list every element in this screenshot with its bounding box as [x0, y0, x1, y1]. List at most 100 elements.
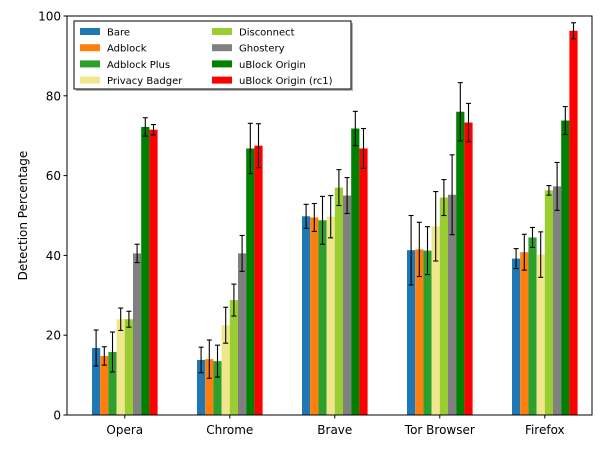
error-bar — [571, 22, 576, 40]
bar-adblock-plus-firefox — [528, 237, 537, 415]
error-bar — [101, 346, 107, 366]
error-bar — [538, 231, 544, 278]
bar-disconnect-opera — [124, 319, 133, 415]
legend-item: Bare — [80, 28, 130, 39]
y-tick-label: 40 — [46, 249, 61, 263]
legend-item: Ghostery — [212, 44, 285, 55]
bar-disconnect-tor-browser — [439, 197, 448, 415]
bar-privacy-badger-chrome — [221, 325, 230, 415]
bar-ghostery-tor-browser — [448, 194, 457, 415]
bar-bare-firefox — [512, 258, 521, 415]
error-bar — [344, 177, 350, 215]
error-bar — [466, 102, 471, 143]
legend-label: uBlock Origin — [239, 60, 306, 71]
error-bar — [328, 195, 334, 239]
y-tick-label: 80 — [46, 89, 61, 103]
error-bar — [206, 339, 212, 379]
legend-swatch — [80, 60, 100, 68]
bar-adblock-opera — [100, 355, 109, 415]
bar-ublock-origin-rc1--brave — [359, 148, 368, 415]
x-tick-label-chrome: Chrome — [206, 423, 253, 437]
bar-adblock-plus-opera — [108, 351, 117, 415]
legend-swatch — [212, 76, 232, 84]
error-bar — [521, 233, 527, 271]
error-bar — [256, 123, 261, 169]
error-bar — [320, 195, 325, 245]
y-axis-label: Detection Percentage — [16, 151, 30, 281]
bars-group — [92, 30, 578, 416]
error-bar — [93, 329, 99, 367]
y-tick-label: 60 — [46, 169, 61, 183]
bar-adblock-brave — [310, 217, 319, 415]
error-bar — [530, 226, 535, 248]
bar-privacy-badger-firefox — [536, 254, 545, 415]
x-tick-label-brave: Brave — [317, 423, 352, 437]
bar-adblock-plus-tor-browser — [423, 250, 432, 415]
legend-item: uBlock Origin (rc1) — [212, 76, 333, 87]
error-bars-group — [93, 22, 576, 379]
bar-ublock-origin-tor-browser — [456, 111, 465, 415]
bar-adblock-firefox — [520, 252, 529, 415]
bar-adblock-plus-chrome — [213, 361, 222, 415]
error-bar — [408, 214, 414, 286]
plot-frame — [66, 15, 593, 416]
legend-swatch — [80, 28, 100, 35]
bar-bare-tor-browser — [407, 250, 416, 415]
legend-label: Privacy Badger — [107, 76, 183, 87]
x-tick-label-firefox: Firefox — [525, 423, 565, 437]
legend-swatch — [212, 60, 232, 68]
legend-label: Bare — [107, 28, 130, 39]
bar-adblock-tor-browser — [415, 249, 424, 415]
error-bar — [151, 123, 156, 136]
bar-ublock-origin-rc1--opera — [149, 129, 158, 415]
error-bar — [231, 283, 237, 317]
legend-swatch — [80, 76, 100, 84]
legend-label: uBlock Origin (rc1) — [239, 76, 333, 87]
legend-label: Adblock — [107, 44, 147, 55]
bar-ghostery-firefox — [553, 186, 562, 415]
error-bar — [449, 154, 455, 236]
error-bar — [513, 248, 519, 270]
legend: Bare Adblock Adblock Plus Privacy Badger Dis… — [73, 20, 353, 91]
y-tick-label: 20 — [46, 329, 61, 343]
error-bar — [215, 344, 220, 378]
y-tick-label: 0 — [53, 409, 61, 423]
bar-disconnect-brave — [334, 187, 343, 415]
bar-ublock-origin-rc1--firefox — [569, 30, 578, 415]
legend-item: Privacy Badger — [80, 76, 183, 87]
error-bar — [416, 221, 422, 278]
bar-privacy-badger-brave — [326, 216, 335, 415]
bar-ghostery-opera — [133, 253, 142, 415]
error-bar — [546, 185, 552, 196]
x-tick-label-tor-browser: Tor Browser — [404, 423, 475, 437]
bar-bare-brave — [302, 216, 311, 415]
bar-ublock-origin-opera — [141, 126, 150, 415]
error-bar — [247, 122, 253, 175]
bar-adblock-chrome — [205, 359, 214, 415]
error-bar — [198, 346, 204, 374]
bar-disconnect-chrome — [229, 300, 238, 415]
error-bar — [118, 307, 124, 331]
legend-label: Adblock Plus — [107, 60, 170, 71]
error-bar — [336, 169, 342, 207]
error-bar — [311, 202, 317, 233]
error-bar — [126, 310, 132, 328]
bar-ublock-origin-rc1--tor-browser — [464, 122, 473, 416]
legend-label: Disconnect — [239, 28, 295, 39]
error-bar — [562, 106, 568, 136]
error-bar — [425, 226, 430, 276]
error-bar — [441, 179, 447, 217]
error-bar — [110, 331, 115, 373]
error-bar — [352, 110, 358, 147]
bar-ghostery-brave — [343, 195, 352, 415]
legend-item: Disconnect — [212, 28, 295, 39]
bar-disconnect-firefox — [544, 190, 553, 415]
legend-label: Ghostery — [239, 44, 285, 55]
bar-ublock-origin-rc1--chrome — [254, 145, 263, 416]
error-bar — [134, 243, 140, 264]
error-bar — [361, 127, 366, 169]
legend-item: uBlock Origin — [212, 60, 306, 71]
error-bar — [142, 117, 148, 137]
y-axis: 0 20 40 60 80 100 — [38, 10, 67, 423]
